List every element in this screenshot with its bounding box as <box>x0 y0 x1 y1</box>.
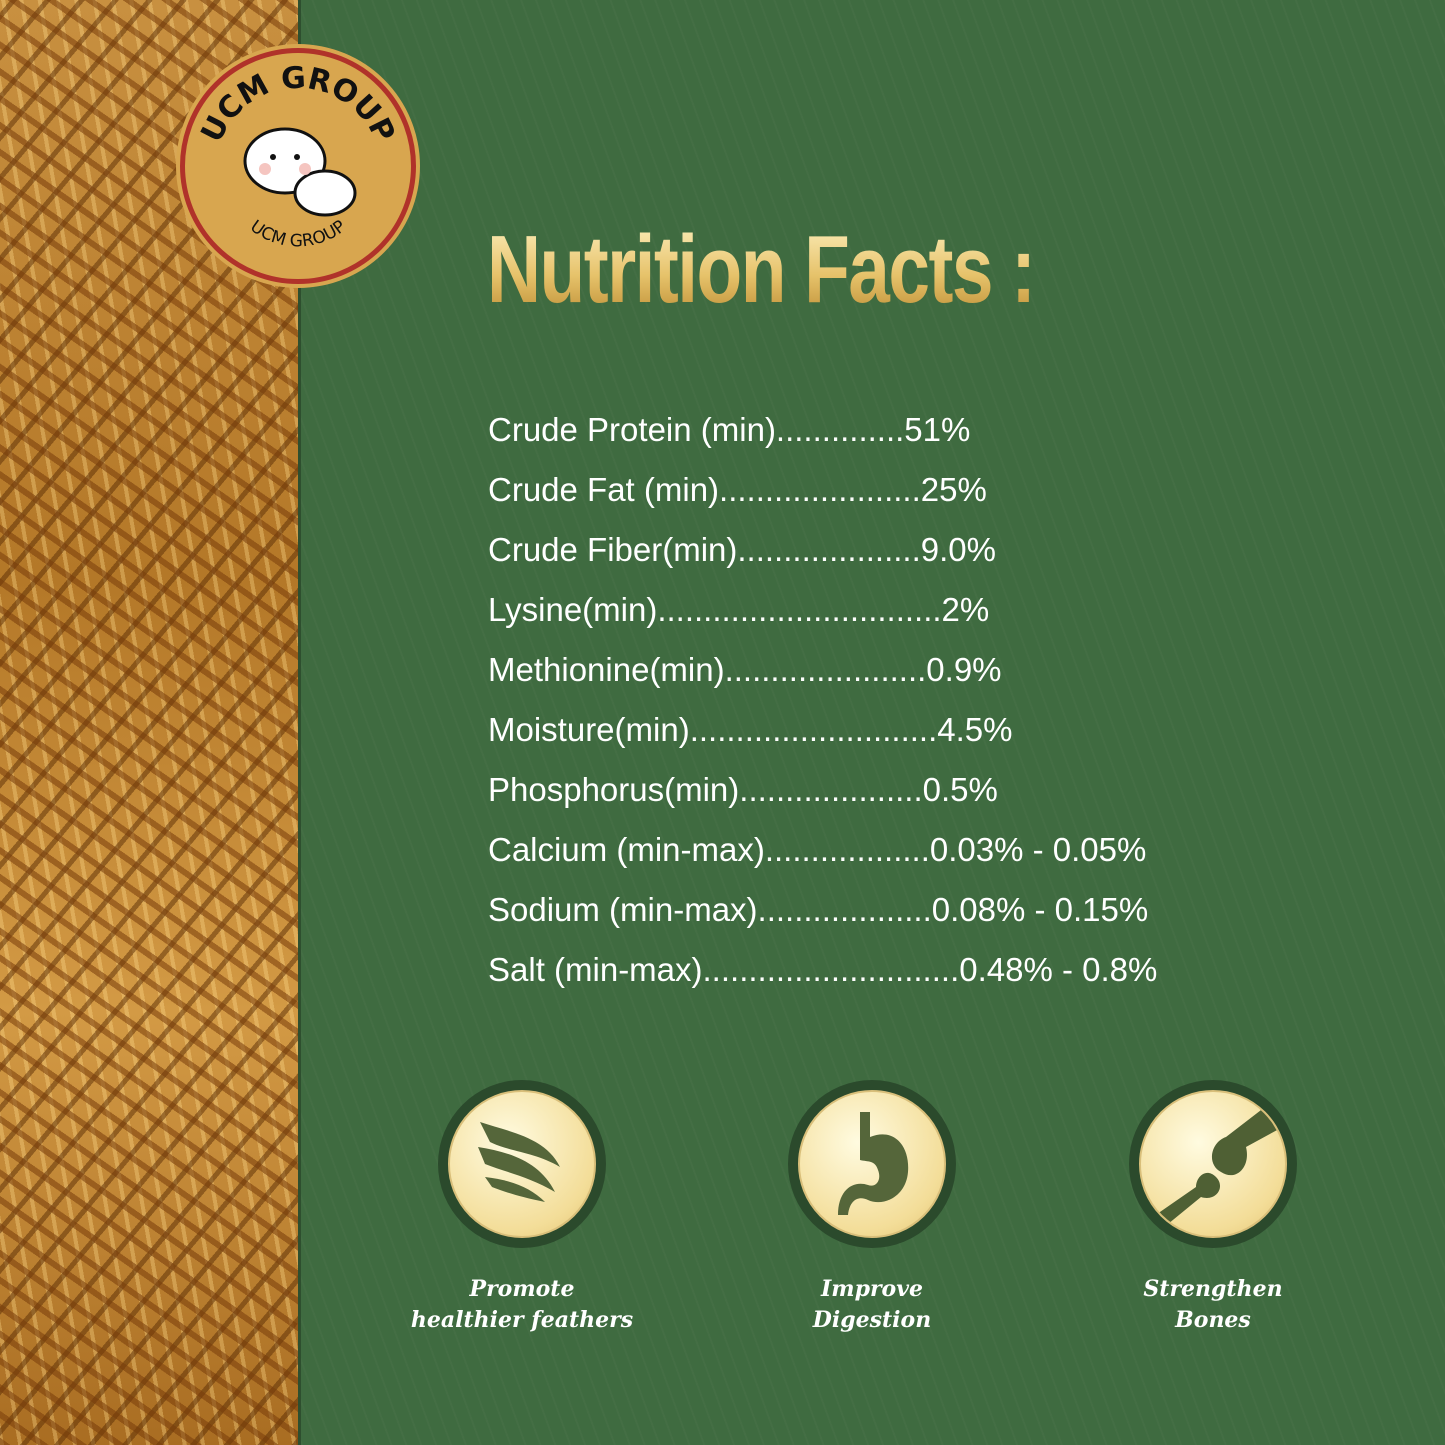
svg-text:UCM GROUP: UCM GROUP <box>246 217 349 252</box>
fact-row: Salt (min-max)..........................… <box>488 951 1158 988</box>
fact-row: Crude Fat (min)......................25% <box>488 471 987 508</box>
fact-row: Crude Protein (min)..............51% <box>488 411 971 448</box>
fact-row: Phosphorus(min)....................0.5% <box>488 771 998 808</box>
fact-row: Lysine(min).............................… <box>488 591 990 628</box>
benefit-label: Promote <box>469 1276 575 1302</box>
benefit-label: Digestion <box>812 1307 932 1333</box>
fact-row: Calcium (min-max)..................0.03%… <box>488 831 1147 868</box>
benefit-digestion: Improve Digestion <box>742 1080 1002 1336</box>
benefit-label: healthier feathers <box>410 1307 634 1333</box>
benefit-label: Improve <box>821 1276 923 1302</box>
stomach-icon <box>798 1090 946 1238</box>
nutrition-facts-list: Crude Protein (min)..............51% Cru… <box>488 408 1157 1008</box>
feather-icon <box>448 1090 596 1238</box>
fact-row: Sodium (min-max)...................0.08%… <box>488 891 1149 928</box>
benefit-label: Bones <box>1175 1307 1251 1333</box>
fact-row: Moisture(min)...........................… <box>488 711 1013 748</box>
benefit-bones: Strengthen Bones <box>1083 1080 1343 1336</box>
page-title: Nutrition Facts : <box>487 216 1036 323</box>
bone-icon <box>1139 1090 1287 1238</box>
fact-row: Methionine(min)......................0.9… <box>488 651 1002 688</box>
benefit-feathers: Promote healthier feathers <box>392 1080 652 1336</box>
ucm-group-logo: UCM GROUP UCM GROUP <box>180 48 416 284</box>
benefit-label: Strengthen <box>1143 1276 1283 1302</box>
fact-row: Crude Fiber(min)....................9.0% <box>488 531 996 568</box>
